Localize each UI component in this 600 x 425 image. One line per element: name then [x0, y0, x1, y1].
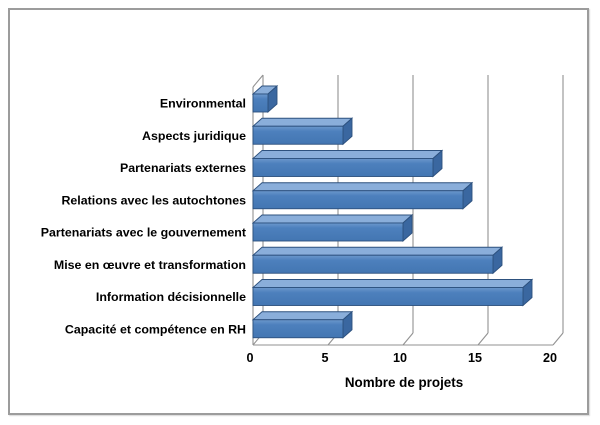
bar-front-face — [252, 319, 344, 339]
category-label-2: Partenariats externes — [120, 161, 246, 175]
bar-top-face — [251, 311, 354, 321]
bar-row-7 — [251, 310, 354, 339]
bar-row-4 — [251, 213, 414, 243]
bar-row-2 — [251, 149, 444, 178]
bar-row-6 — [251, 278, 534, 307]
bar-top-face — [251, 214, 414, 224]
bar-top-face — [251, 279, 534, 288]
bar-top-face — [251, 182, 474, 192]
wall-top-slant — [252, 74, 264, 88]
bar-front-face — [252, 254, 494, 274]
category-label-6: Information décisionnelle — [96, 290, 246, 304]
category-label-1: Aspects juridique — [142, 129, 246, 143]
bar-top-face — [251, 246, 504, 256]
x-tick-label-20: 20 — [543, 351, 557, 365]
bar-row-1 — [251, 117, 354, 146]
category-label-4: Partenariats avec le gouvernement — [41, 226, 246, 240]
chart-frame — [8, 8, 589, 415]
bar-top-face — [251, 150, 444, 159]
x-tick-label-0: 0 — [246, 351, 253, 365]
category-label-3: Relations avec les autochtones — [61, 193, 246, 207]
floor-tick-20 — [552, 332, 564, 346]
bar-row-3 — [251, 181, 474, 210]
category-label-0: Environmental — [160, 97, 246, 111]
category-label-7: Capacité et compétence en RH — [65, 322, 246, 336]
bar-front-face — [252, 158, 434, 177]
bar-front-face — [252, 93, 269, 113]
bar-row-5 — [251, 246, 504, 275]
bar-front-face — [252, 222, 404, 242]
floor-tick-15 — [477, 332, 489, 346]
bar-top-face — [251, 117, 354, 127]
x-tick-label-10: 10 — [393, 351, 407, 365]
bar-front-face — [252, 125, 344, 145]
x-axis-title: Nombre de projets — [345, 375, 463, 390]
category-label-5: Mise en œuvre et transformation — [54, 258, 246, 272]
bar-front-face — [252, 190, 464, 210]
bar-row-0 — [251, 84, 279, 114]
x-tick-label-5: 5 — [321, 351, 328, 365]
floor-tick-10 — [402, 332, 414, 346]
x-tick-label-15: 15 — [468, 351, 482, 365]
bar-front-face — [252, 287, 524, 306]
